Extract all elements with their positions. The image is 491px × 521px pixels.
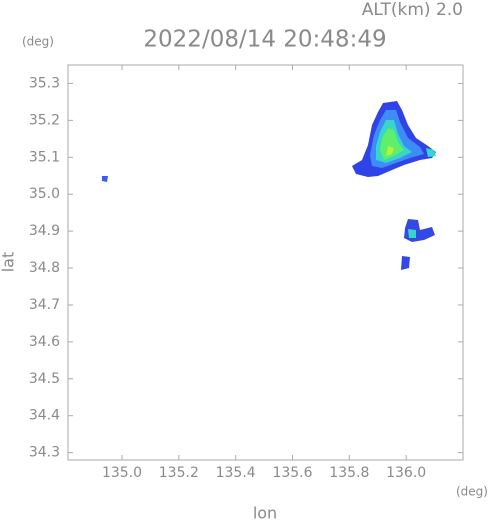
y-tick-label: 35.3 (29, 75, 60, 91)
echo (102, 176, 108, 182)
y-unit: (deg) (22, 35, 54, 49)
echo (426, 148, 436, 157)
x-tick-label: 135.0 (102, 465, 142, 481)
echo (380, 128, 404, 160)
x-unit: (deg) (456, 485, 488, 499)
radar-echoes (102, 101, 436, 270)
y-tick-label: 35.0 (29, 186, 60, 202)
y-tick-label: 34.5 (29, 371, 60, 387)
x-axis-label: lon (253, 504, 277, 521)
x-tick-label: 136.0 (386, 465, 426, 481)
y-tick-label: 34.3 (29, 445, 60, 461)
y-axis-label: lat (0, 252, 18, 273)
y-tick-label: 34.9 (29, 223, 60, 239)
echo (401, 256, 410, 270)
y-tick-label: 35.1 (29, 149, 60, 165)
y-tick-label: 34.8 (29, 260, 60, 276)
chart-title: 2022/08/14 20:48:49 (143, 27, 386, 53)
x-tick-label: 135.6 (272, 465, 312, 481)
y-tick-label: 34.7 (29, 297, 60, 313)
x-tick-label: 135.4 (216, 465, 256, 481)
plot-frame (67, 64, 464, 461)
echo (408, 229, 416, 238)
y-tick-label: 35.2 (29, 112, 60, 128)
y-tick-label: 34.6 (29, 334, 60, 350)
x-tick-label: 135.2 (159, 465, 199, 481)
y-tick-label: 34.4 (29, 408, 60, 424)
echo (386, 146, 394, 156)
chart-subtitle: ALT(km) 2.0 (362, 0, 463, 20)
x-tick-label: 135.8 (329, 465, 369, 481)
